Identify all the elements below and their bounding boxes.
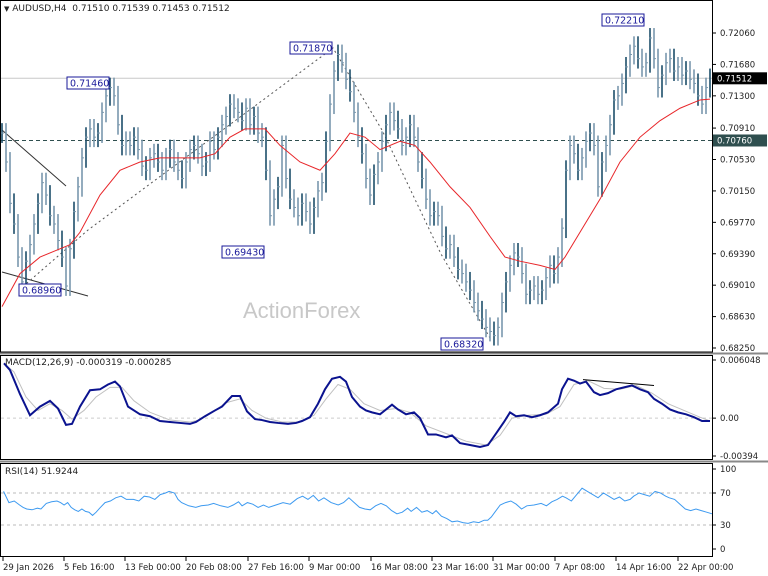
macd-axis-label: 0.006048: [720, 356, 761, 366]
level-price-badge: [713, 134, 767, 147]
swing-price-label: 0.69430: [225, 248, 264, 259]
ohlc-values: 0.71510 0.71539 0.71453 0.71512: [72, 4, 230, 14]
symbol-label: AUDUSD,H4: [12, 4, 67, 14]
macd-panel-frame: [0, 355, 713, 460]
moving-average-line: [1, 98, 711, 307]
y-tick-label: 0.68250: [720, 344, 755, 354]
current-price-badge: [713, 72, 767, 85]
swing-price-label: 0.71460: [70, 79, 109, 90]
swing-price-label: 0.68320: [444, 340, 483, 351]
rsi-axis-label: 100: [720, 465, 736, 475]
y-tick-label: 0.71300: [720, 92, 755, 102]
swing-price-label: 0.68960: [22, 286, 61, 297]
swing-price-label-box: [18, 283, 62, 297]
y-tick-label: 0.69010: [720, 281, 755, 291]
macd-main-line: [3, 362, 710, 448]
x-tick-label: 9 Mar 00:00: [309, 563, 360, 573]
swing-price-label-box: [221, 245, 265, 259]
swing-price-label-box: [440, 337, 484, 351]
x-tick-label: 14 Apr 16:00: [616, 563, 671, 573]
main-panel-frame: [0, 0, 713, 353]
watermark: ActionForex: [243, 298, 361, 323]
rsi-label: RSI(14) 51.9244: [5, 467, 79, 477]
x-tick-label: 7 Apr 08:00: [555, 563, 605, 573]
y-tick-label: 0.68630: [720, 313, 755, 323]
x-tick-label: 20 Feb 08:00: [186, 563, 242, 573]
triangle-down-icon[interactable]: ▼: [4, 5, 10, 13]
macd-axis-label: -0.00394: [720, 452, 758, 462]
x-tick-label: 5 Feb 16:00: [64, 563, 114, 573]
y-tick-label: 0.69770: [720, 218, 755, 228]
rsi-panel-frame: [0, 463, 713, 557]
rsi-line: [3, 487, 713, 524]
level-price-value: 0.70760: [717, 136, 752, 146]
macd-axis-label: 0.00: [720, 414, 739, 424]
y-tick-label: 0.70150: [720, 187, 755, 197]
y-tick-label: 0.70910: [720, 124, 755, 134]
swing-price-label: 0.71870: [293, 44, 332, 55]
rsi-axis-label: 70: [720, 489, 731, 499]
x-tick-label: 23 Mar 16:00: [432, 563, 489, 573]
current-price-value: 0.71512: [717, 74, 752, 84]
swing-price-label: 0.72210: [605, 16, 644, 27]
swing-price-label-box: [289, 41, 333, 55]
macd-label: MACD(12,26,9) -0.000319 -0.000285: [5, 358, 172, 368]
swing-price-label-box: [601, 13, 645, 27]
y-tick-label: 0.71680: [720, 60, 755, 70]
trendline: [1, 129, 67, 187]
x-tick-label: 22 Apr 00:00: [678, 563, 733, 573]
swing-price-label-box: [66, 76, 110, 90]
chart-header: ▼ AUDUSD,H4 0.71510 0.71539 0.71453 0.71…: [4, 4, 230, 14]
macd-trendline: [582, 379, 655, 386]
x-tick-label: 13 Feb 00:00: [125, 563, 181, 573]
x-tick-label: 16 Mar 08:00: [371, 563, 428, 573]
x-tick-label: 29 Jan 2026: [3, 563, 54, 573]
zigzag-dotted-line: [18, 47, 491, 339]
y-tick-label: 0.72060: [720, 29, 755, 39]
rsi-axis-label: 30: [720, 521, 731, 531]
y-tick-label: 0.70530: [720, 156, 755, 166]
y-tick-label: 0.69390: [720, 250, 755, 260]
rsi-axis-label: 0: [720, 545, 725, 555]
x-tick-label: 31 Mar 00:00: [493, 563, 550, 573]
x-tick-label: 27 Feb 16:00: [248, 563, 304, 573]
